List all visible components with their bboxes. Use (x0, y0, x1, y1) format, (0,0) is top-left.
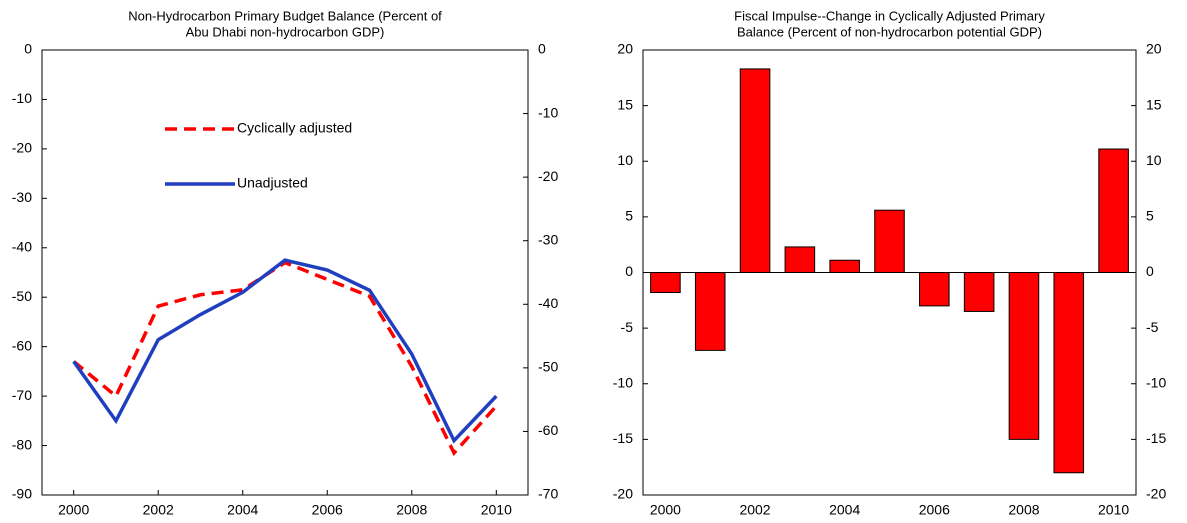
bar (1008, 272, 1040, 440)
y2-tick-label: -30 (538, 231, 558, 247)
bar (784, 246, 816, 274)
y2-tick-label: 0 (1146, 263, 1154, 279)
plot-frame (41, 49, 529, 496)
y-tick-label: 15 (617, 96, 633, 112)
x-tick-label: 2000 (650, 502, 681, 518)
bar (919, 272, 950, 307)
y2-tick-label: -20 (538, 168, 558, 184)
y2-tick-label: -20 (1146, 486, 1166, 502)
bar (1098, 148, 1129, 273)
x-tick-label: 2002 (739, 502, 770, 518)
legend-label: Unadjusted (237, 175, 308, 191)
y-tick-label: 0 (625, 263, 633, 279)
x-tick-label: 2002 (143, 502, 174, 518)
chart-title: Abu Dhabi non-hydrocarbon GDP) (186, 24, 385, 39)
y2-tick-label: -10 (538, 104, 558, 120)
y2-tick-label: -10 (1146, 374, 1166, 390)
chart-title: Non-Hydrocarbon Primary Budget Balance (… (128, 8, 442, 23)
bar (1053, 272, 1085, 474)
y2-tick-label: -5 (1146, 319, 1159, 335)
y-tick-label: -20 (12, 140, 32, 156)
x-tick-label: 2006 (312, 502, 343, 518)
y2-tick-label: -40 (538, 295, 558, 311)
y2-tick-label: -60 (538, 422, 558, 438)
bar (650, 272, 681, 294)
line-series (72, 260, 498, 457)
x-tick-label: 2010 (1098, 502, 1129, 518)
y-tick-label: -80 (12, 436, 32, 452)
y-tick-label: -20 (613, 486, 633, 502)
y2-tick-label: 0 (538, 41, 546, 57)
y-tick-label: 0 (24, 41, 32, 57)
y-tick-label: -70 (12, 387, 32, 403)
chart-title: Balance (Percent of non-hydrocarbon pote… (737, 24, 1042, 39)
bar (739, 68, 771, 273)
y-tick-label: 5 (625, 208, 633, 224)
y-tick-label: -30 (12, 189, 32, 205)
y2-tick-label: -50 (538, 359, 558, 375)
line-series (72, 258, 498, 444)
x-tick-label: 2010 (481, 502, 512, 518)
y-tick-label: 10 (617, 152, 633, 168)
y2-tick-label: 5 (1146, 208, 1154, 224)
bar (874, 209, 905, 273)
bar (694, 272, 726, 351)
y2-tick-label: -15 (1146, 430, 1166, 446)
y-tick-label: -40 (12, 238, 32, 254)
y-tick-label: 20 (617, 41, 633, 57)
x-tick-label: 2008 (396, 502, 427, 518)
y-tick-label: -15 (613, 430, 633, 446)
y2-tick-label: 15 (1146, 96, 1162, 112)
chart-title: Fiscal Impulse--Change in Cyclically Adj… (734, 8, 1045, 23)
y2-tick-label: -70 (538, 486, 558, 502)
y-tick-label: -50 (12, 288, 32, 304)
y-tick-label: -5 (621, 319, 634, 335)
y-tick-label: -10 (12, 90, 32, 106)
y-tick-label: -10 (613, 374, 633, 390)
legend-label: Cyclically adjusted (237, 120, 352, 136)
x-tick-label: 2000 (58, 502, 89, 518)
bar (963, 272, 995, 312)
y-tick-label: -90 (12, 486, 32, 502)
bar (829, 259, 860, 274)
x-tick-label: 2004 (227, 502, 258, 518)
x-tick-label: 2008 (1008, 502, 1039, 518)
y-tick-label: -60 (12, 337, 32, 353)
x-tick-label: 2006 (919, 502, 950, 518)
y2-tick-label: 10 (1146, 152, 1162, 168)
x-tick-label: 2004 (829, 502, 860, 518)
y2-tick-label: 20 (1146, 41, 1162, 57)
